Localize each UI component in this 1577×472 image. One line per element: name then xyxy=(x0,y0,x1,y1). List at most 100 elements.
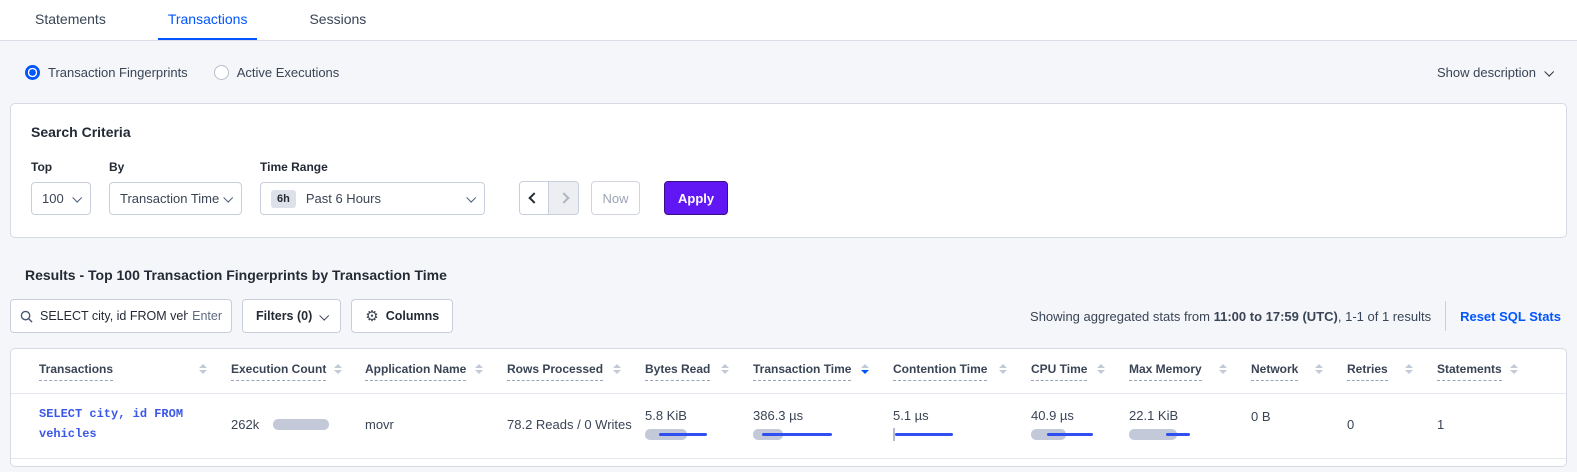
show-description-toggle[interactable]: Show description xyxy=(1437,64,1555,80)
cell-retries: 0 xyxy=(1347,417,1355,433)
time-range-label: Time Range xyxy=(260,160,328,174)
stats-suffix: , 1-1 of 1 results xyxy=(1337,308,1432,324)
sort-icon xyxy=(1405,364,1413,374)
cell-transaction-time: 386.3 µs xyxy=(753,408,893,441)
radio-label: Active Executions xyxy=(236,64,340,80)
sort-desc-icon xyxy=(861,364,869,374)
sort-icon xyxy=(334,364,343,374)
radio-active-executions[interactable]: Active Executions xyxy=(213,64,340,80)
vertical-divider xyxy=(1445,301,1447,331)
bytes-read-bar-chart xyxy=(645,428,755,441)
by-select[interactable]: Transaction Time xyxy=(109,182,242,215)
cell-max-memory: 22.1 KiB xyxy=(1129,408,1251,441)
reset-sql-stats-link[interactable]: Reset SQL Stats xyxy=(1460,308,1561,324)
radio-selected-icon xyxy=(25,64,40,80)
radio-unselected-icon xyxy=(213,64,229,80)
column-header-statements[interactable]: Statements xyxy=(1437,362,1537,381)
chevron-right-icon xyxy=(557,192,570,204)
table-row: SELECT city, id FROM vehicles 262k movr … xyxy=(11,393,1566,459)
chevron-down-icon xyxy=(1544,66,1555,77)
stats-prefix: Showing aggregated stats from xyxy=(1030,308,1214,324)
next-time-range-button[interactable] xyxy=(549,182,578,214)
filters-button[interactable]: Filters (0) xyxy=(242,299,342,333)
chevron-left-icon xyxy=(528,192,540,204)
filters-label: Filters (0) xyxy=(256,309,313,323)
sort-icon xyxy=(1509,364,1518,374)
table-header-row: Transactions Execution Count Application… xyxy=(11,349,1566,393)
sort-icon xyxy=(1097,364,1105,374)
transaction-fingerprint-link[interactable]: SELECT city, id FROM vehicles xyxy=(39,407,184,441)
radio-transaction-fingerprints[interactable]: Transaction Fingerprints xyxy=(25,64,188,80)
column-header-transactions[interactable]: Transactions xyxy=(39,362,231,381)
sort-icon xyxy=(999,364,1007,374)
view-toggle-row: Transaction Fingerprints Active Executio… xyxy=(0,41,1577,103)
column-header-application-name[interactable]: Application Name xyxy=(365,362,507,381)
chevron-down-icon xyxy=(72,192,83,203)
column-header-bytes-read[interactable]: Bytes Read xyxy=(645,362,753,381)
by-field: By Transaction Time xyxy=(109,160,242,215)
search-icon xyxy=(20,310,33,323)
cell-cpu-time: 40.9 µs xyxy=(1031,408,1129,441)
time-range-pager xyxy=(519,181,579,215)
statement-search-box[interactable]: Enter xyxy=(10,299,232,333)
apply-button[interactable]: Apply xyxy=(664,181,729,215)
column-header-network[interactable]: Network xyxy=(1251,362,1347,381)
aggregated-stats-text: Showing aggregated stats from 11:00 to 1… xyxy=(1030,301,1567,331)
transactions-table: Transactions Execution Count Application… xyxy=(10,348,1567,467)
previous-time-range-button[interactable] xyxy=(520,182,549,214)
column-header-transaction-time[interactable]: Transaction Time xyxy=(753,362,893,381)
contention-time-bar-chart xyxy=(893,428,1003,442)
column-header-execution-count[interactable]: Execution Count xyxy=(231,362,365,381)
tab-sessions[interactable]: Sessions xyxy=(309,11,367,27)
cell-bytes-read: 5.8 KiB xyxy=(645,408,753,441)
sort-icon xyxy=(1219,364,1227,374)
sort-icon xyxy=(475,364,483,374)
cpu-time-bar-chart xyxy=(1031,428,1141,441)
time-range-select[interactable]: 6h Past 6 Hours xyxy=(260,182,485,215)
top-label: Top xyxy=(31,160,53,174)
results-controls: Enter Filters (0) ⚙ Columns Showing aggr… xyxy=(10,299,1567,333)
by-select-value: Transaction Time xyxy=(120,191,220,206)
top-select-value: 100 xyxy=(42,191,64,206)
cell-rows-processed: 78.2 Reads / 0 Writes xyxy=(507,417,632,433)
radio-label: Transaction Fingerprints xyxy=(48,64,188,80)
max-memory-bar-chart xyxy=(1129,428,1239,441)
time-range-value: Past 6 Hours xyxy=(305,191,381,206)
tab-statements[interactable]: Statements xyxy=(35,11,106,27)
column-header-rows-processed[interactable]: Rows Processed xyxy=(507,362,645,381)
by-label: By xyxy=(109,160,125,174)
stats-range: 11:00 to 17:59 (UTC) xyxy=(1213,308,1338,324)
time-range-badge: 6h xyxy=(271,189,296,208)
chevron-down-icon xyxy=(223,192,234,203)
search-criteria-card: Search Criteria Top 100 By Transaction T… xyxy=(10,103,1567,238)
cell-transaction: SELECT city, id FROM vehicles xyxy=(39,405,231,445)
sort-icon xyxy=(721,364,729,374)
cell-application-name: movr xyxy=(365,417,394,433)
columns-button[interactable]: ⚙ Columns xyxy=(351,299,454,333)
search-criteria-title: Search Criteria xyxy=(31,124,131,140)
execution-count-bar xyxy=(273,419,330,431)
sort-icon xyxy=(613,364,621,374)
time-range-field: Time Range 6h Past 6 Hours xyxy=(260,160,485,215)
search-input[interactable] xyxy=(40,309,189,323)
column-header-contention-time[interactable]: Contention Time xyxy=(893,362,1031,381)
sort-icon xyxy=(1315,364,1323,374)
transaction-time-bar-chart xyxy=(753,428,863,441)
results-title: Results - Top 100 Transaction Fingerprin… xyxy=(25,267,447,283)
columns-label: Columns xyxy=(385,309,440,323)
gear-icon: ⚙ xyxy=(365,307,379,325)
column-header-cpu-time[interactable]: CPU Time xyxy=(1031,362,1129,381)
search-criteria-controls: Top 100 By Transaction Time Time Range 6… xyxy=(31,160,1546,215)
chevron-down-icon xyxy=(319,310,330,321)
tab-transactions[interactable]: Transactions xyxy=(157,0,258,40)
show-description-label: Show description xyxy=(1437,64,1536,80)
top-select[interactable]: 100 xyxy=(31,182,91,215)
page-tabs: Statements Transactions Sessions xyxy=(0,0,1577,41)
cell-execution-count: 262k xyxy=(231,417,365,432)
sort-icon xyxy=(199,364,207,374)
enter-hint: Enter xyxy=(192,309,222,323)
column-header-max-memory[interactable]: Max Memory xyxy=(1129,362,1251,381)
now-button[interactable]: Now xyxy=(591,181,640,215)
column-header-retries[interactable]: Retries xyxy=(1347,362,1437,381)
top-field: Top 100 xyxy=(31,160,91,215)
